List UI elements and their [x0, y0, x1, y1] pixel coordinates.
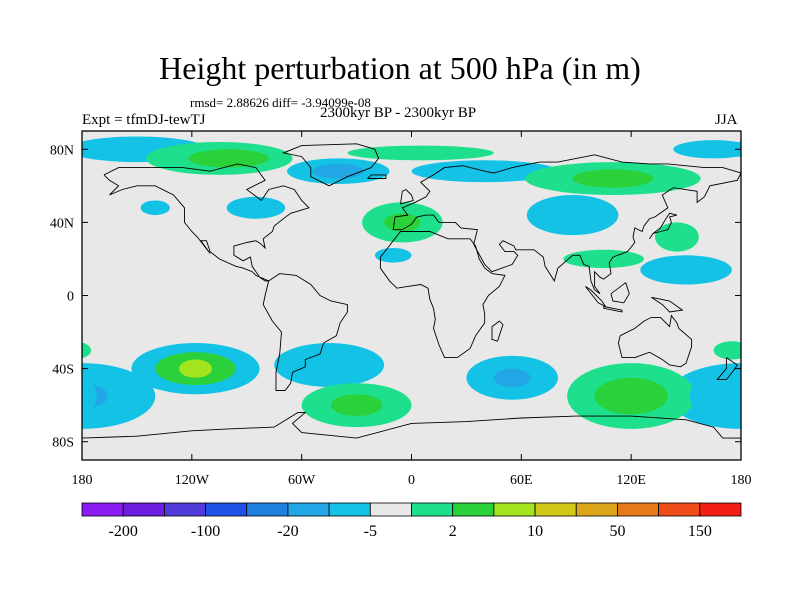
- coastline-path: [103, 163, 310, 282]
- colorbar-label: 2: [449, 523, 457, 540]
- period-label: 2300kyr BP - 2300kyr BP: [320, 105, 477, 121]
- coastline-path: [603, 306, 623, 313]
- colorbar-label: -20: [277, 523, 298, 540]
- anomaly-patch: [0, 222, 40, 251]
- season-label: JJA: [715, 112, 738, 128]
- colorbar-label: 150: [688, 523, 712, 540]
- anomaly-patch: [594, 377, 668, 415]
- coastline-path: [262, 273, 348, 391]
- coastline-path: [367, 174, 387, 179]
- anomaly-patch: [0, 363, 36, 429]
- anomaly-patch: [274, 343, 385, 387]
- coastline-path: [379, 231, 506, 359]
- colorbar-label: 50: [609, 523, 625, 540]
- coastline-path: [392, 154, 741, 295]
- anomaly-patch: [82, 142, 95, 156]
- lon-tick-label: 180: [731, 473, 752, 488]
- rmsd-stats-label: rmsd= 2.88626 diff= -3.94099e-08: [190, 95, 371, 110]
- lon-tick-label: 120W: [175, 473, 210, 488]
- anomaly-patch: [312, 163, 364, 179]
- map-axes: 180 120W 60W 0 60E 120E 180 80N 40N 0 40S 80S: [50, 131, 752, 488]
- anomaly-patch: [713, 341, 741, 360]
- anomaly-patch: [82, 342, 92, 359]
- anomaly-patch: [179, 359, 212, 378]
- anomaly-patch: [347, 145, 494, 161]
- lon-tick-label: 120E: [616, 473, 646, 488]
- anomaly-patch: [226, 196, 286, 219]
- coastline-path: [491, 320, 504, 342]
- colorbar-swatch: [575, 502, 618, 517]
- anomaly-patch: [673, 140, 741, 159]
- anomaly-patch: [0, 378, 9, 415]
- anomaly-patch: [330, 394, 383, 417]
- colorbar-swatch: [205, 502, 248, 517]
- coastline-path: [400, 188, 414, 205]
- lon-tick-label: 180: [72, 473, 93, 488]
- anomaly-patch: [526, 194, 619, 236]
- anomaly-patch: [374, 247, 412, 263]
- anomaly-patch: [640, 255, 732, 285]
- experiment-label: Expt = tfmDJ-tewTJ: [82, 112, 206, 128]
- lat-tick-label: 40N: [50, 216, 74, 231]
- anomaly-patch: [0, 162, 42, 195]
- colorbar-swatch: [452, 502, 495, 517]
- coastline-path: [82, 412, 741, 439]
- anomaly-patch: [493, 368, 531, 387]
- coastline-path: [585, 286, 607, 308]
- colorbar-swatch: [246, 502, 289, 517]
- anomaly-patch: [689, 370, 741, 422]
- lat-tick-label: 40S: [52, 363, 74, 378]
- anomaly-patch: [82, 363, 156, 429]
- colorbar-swatch: [287, 502, 330, 517]
- lon-tick-label: 0: [408, 473, 415, 488]
- coastlines: [82, 143, 741, 439]
- lat-tick-label: 0: [67, 290, 74, 305]
- colorbar-swatch: [699, 502, 742, 517]
- coastline-path: [716, 357, 738, 381]
- colorbar-swatch: [534, 502, 577, 517]
- colorbar-swatch: [163, 502, 206, 517]
- anomaly-patch: [188, 149, 269, 168]
- anomaly-patch: [0, 255, 73, 284]
- colorbar: -200 -100 -20 -5 2 10 50 150: [81, 502, 742, 540]
- colorbar-swatch: [617, 502, 660, 517]
- coastline-path: [649, 212, 678, 240]
- lon-tick-label: 60W: [288, 473, 316, 488]
- lat-tick-label: 80S: [52, 436, 74, 451]
- anomaly-patch: [572, 169, 654, 188]
- colorbar-label: -5: [364, 523, 377, 540]
- colorbar-label: -200: [109, 523, 138, 540]
- colorbar-swatch: [658, 502, 701, 517]
- colorbar-swatch: [81, 502, 124, 517]
- colorbar-label: 10: [527, 523, 543, 540]
- lon-tick-label: 60E: [510, 473, 533, 488]
- lat-tick-label: 80N: [50, 143, 74, 158]
- colorbar-label: -100: [191, 523, 220, 540]
- colorbar-swatch: [411, 502, 454, 517]
- coastline-path: [610, 281, 630, 304]
- colorbar-swatch: [122, 502, 165, 517]
- colorbar-swatch: [369, 502, 412, 517]
- colorbar-swatch: [328, 502, 371, 517]
- anomaly-patch: [82, 374, 97, 418]
- coastline-path: [617, 314, 693, 368]
- coastline-path: [651, 296, 684, 313]
- colorbar-swatch: [493, 502, 536, 517]
- coastline-path: [281, 143, 380, 187]
- anomaly-patch: [140, 200, 170, 216]
- anomaly-patch: [790, 343, 800, 394]
- chart-title: Height perturbation at 500 hPa (in m): [159, 50, 641, 86]
- anomaly-patch: [563, 249, 644, 269]
